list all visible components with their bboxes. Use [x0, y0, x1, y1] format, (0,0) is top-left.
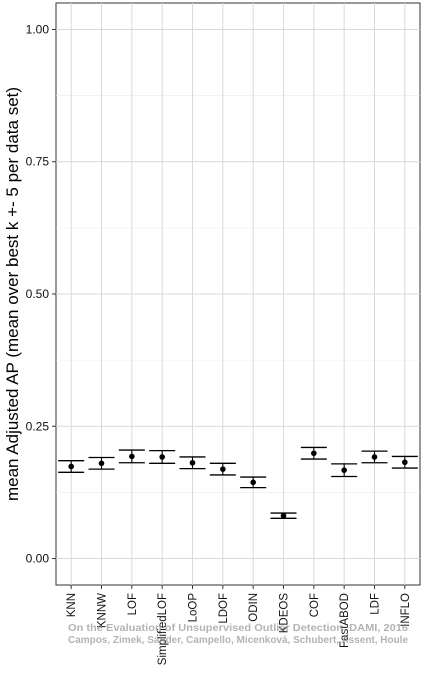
- x-tick-label-knnw: KNNW: [97, 593, 109, 628]
- x-axis: KNN KNNW LOF SimplifiedLOF LoOP LDOF ODIN KDEOS…: [66, 585, 412, 665]
- y-axis: 0.00 0.25 0.50 0.75 1.00: [26, 22, 56, 566]
- data-point-fastabod: [331, 463, 358, 478]
- point-marker: [129, 453, 135, 460]
- data-point-knn: [58, 460, 85, 473]
- data-point-odin: [240, 476, 267, 489]
- data-point-simplifiedlof: [149, 449, 176, 464]
- x-tick-label-odin: ODIN: [248, 593, 260, 622]
- point-marker: [159, 454, 165, 460]
- data-point-lof: [118, 449, 145, 464]
- point-marker: [311, 450, 317, 457]
- x-tick-label-loop: LoOP: [188, 593, 200, 623]
- data-point-cof: [300, 446, 327, 460]
- watermark: On the Evaluation of Unsupervised Outlie…: [68, 623, 408, 646]
- data-point-ldof: [209, 462, 236, 476]
- data-point-ldf: [361, 450, 388, 464]
- data-marks: [58, 446, 418, 519]
- point-marker: [280, 512, 287, 519]
- x-tick-label-cof: COF: [309, 593, 321, 617]
- grid-lines: [56, 3, 420, 585]
- point-marker: [250, 479, 256, 486]
- data-point-inflo: [391, 455, 418, 469]
- point-marker: [341, 467, 347, 473]
- x-tick-label-fastabod: FastABOD: [339, 593, 351, 648]
- point-marker: [189, 459, 196, 466]
- x-tick-label-knn: KNN: [66, 593, 78, 617]
- y-tick-label: 0.75: [26, 155, 50, 169]
- watermark-line-1: On the Evaluation of Unsupervised Outlie…: [68, 623, 408, 634]
- data-point-kdeos: [270, 512, 297, 519]
- data-point-loop: [179, 456, 206, 470]
- point-marker: [371, 454, 378, 460]
- point-marker: [402, 459, 408, 466]
- y-tick-label: 0.00: [26, 552, 50, 566]
- point-marker: [220, 466, 226, 472]
- x-tick-label-ldf: LDF: [370, 593, 382, 615]
- x-tick-label-ldof: LDOF: [218, 593, 230, 624]
- x-tick-label-simplifiedlof: SimplifiedLOF: [157, 593, 169, 665]
- x-tick-label-kdeos: KDEOS: [279, 593, 291, 634]
- y-tick-label: 0.50: [26, 287, 50, 301]
- data-point-knnw: [88, 456, 115, 470]
- y-axis-title: mean Adjusted AP (mean over best k +- 5 …: [3, 87, 22, 501]
- watermark-line-2: Campos, Zimek, Sander, Campello, Micenko…: [68, 635, 408, 646]
- y-tick-label: 0.25: [26, 419, 50, 433]
- point-marker: [98, 460, 105, 467]
- y-tick-label: 1.00: [26, 22, 50, 36]
- x-tick-label-lof: LOF: [127, 593, 139, 615]
- point-marker: [68, 463, 74, 470]
- x-tick-label-inflo: INFLO: [400, 593, 412, 627]
